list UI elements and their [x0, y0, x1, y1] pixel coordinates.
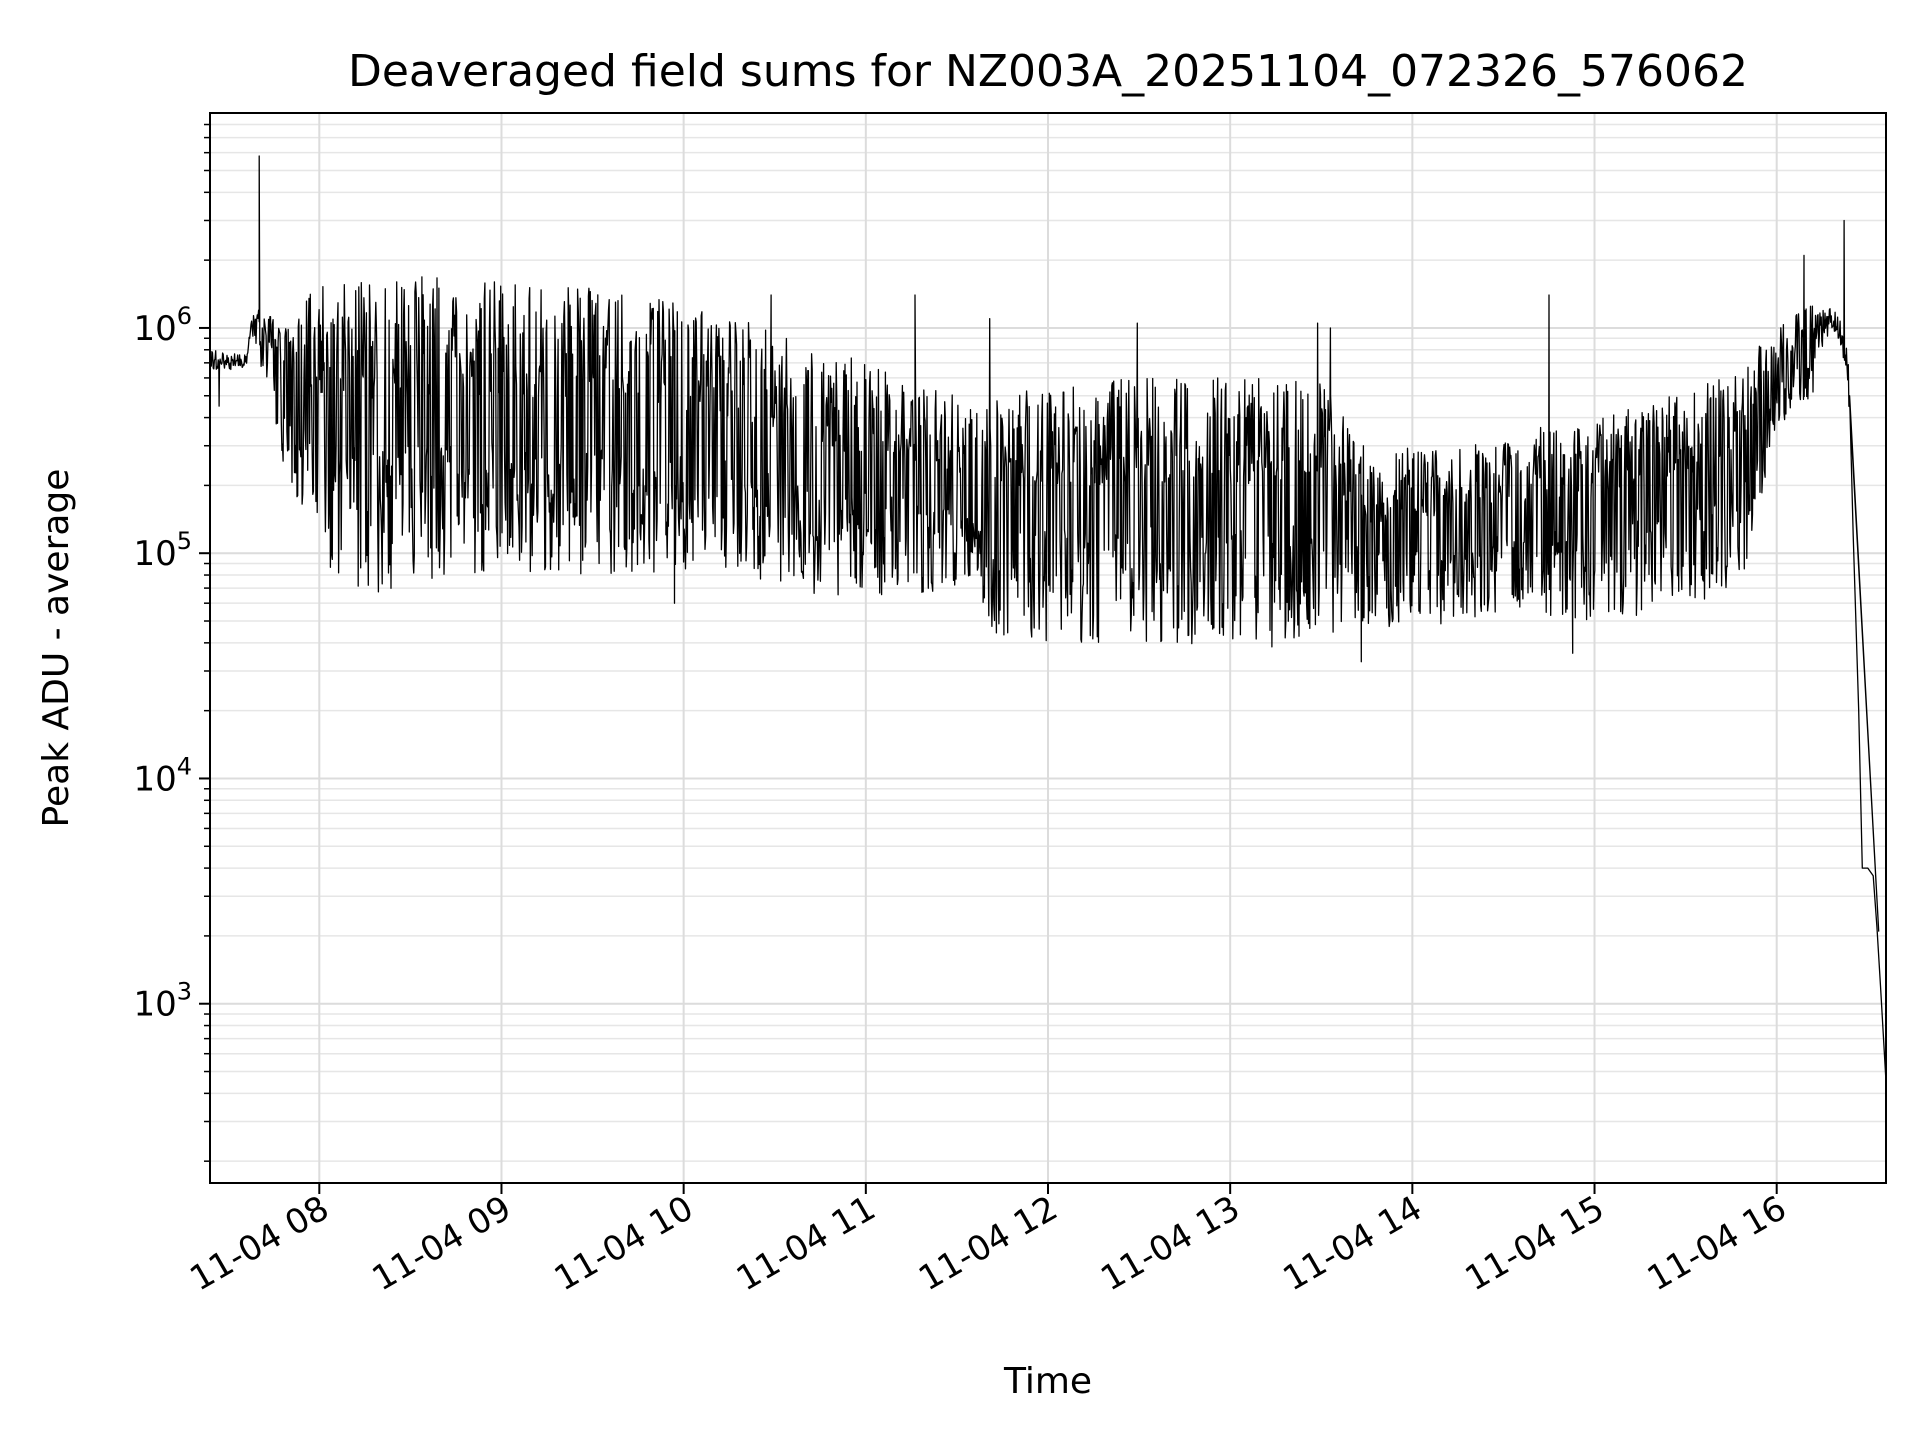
chart-title: Deaveraged field sums for NZ003A_2025110…: [348, 46, 1748, 97]
y-axis: 103 104 105 106: [133, 123, 210, 1162]
y-axis-label: Peak ADU - average: [36, 469, 77, 828]
y-tick-label: 105: [133, 527, 192, 574]
series-trace: [209, 155, 1887, 1122]
y-tick-label: 103: [133, 978, 192, 1025]
x-axis-label: Time: [1003, 1361, 1092, 1402]
y-tick-label: 104: [133, 752, 192, 799]
y-tick-label: 106: [133, 302, 192, 349]
series-line: [209, 155, 1887, 1122]
